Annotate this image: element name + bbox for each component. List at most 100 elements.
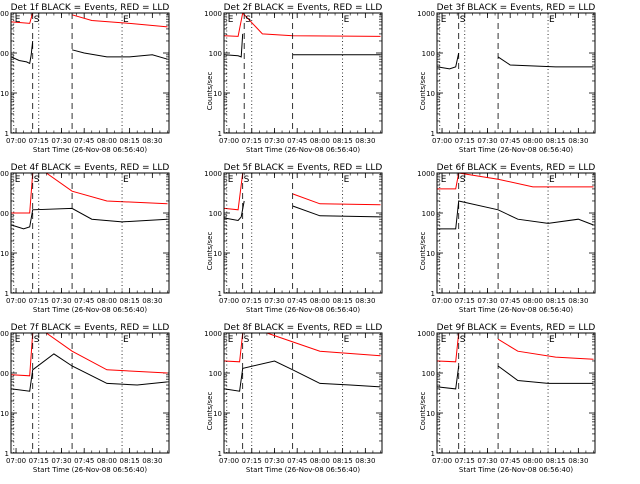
x-tick-label: 07:00 [432, 297, 452, 305]
marker-label: E [344, 175, 350, 185]
x-tick-label: 07:00 [6, 457, 26, 465]
x-tick-label: 08:15 [120, 297, 140, 305]
y-tick-label: 1 [218, 130, 222, 138]
marker-label: E [344, 15, 350, 25]
marker-label: S [244, 175, 250, 185]
x-tick-label: 07:45 [500, 137, 520, 145]
y-axis-label: Counts/sec [206, 232, 214, 271]
y-axis-label: Counts/sec [419, 72, 427, 111]
x-tick-label: 08:30 [355, 137, 375, 145]
x-tick-label: 08:15 [333, 137, 353, 145]
x-tick-label: 07:45 [500, 297, 520, 305]
x-tick-label: 07:15 [29, 137, 49, 145]
series-line-lld [224, 333, 381, 363]
x-tick-label: 07:15 [455, 457, 475, 465]
x-tick-label: 07:00 [432, 137, 452, 145]
x-tick-label: 08:15 [546, 297, 566, 305]
y-tick-label: 100 [209, 210, 222, 218]
plot-frame [436, 172, 596, 294]
x-axis-label: Start Time (26-Nov-08 06:56:40) [459, 466, 573, 474]
series-line-events [437, 52, 594, 70]
marker-label: E [123, 335, 129, 345]
marker-label: S [460, 175, 466, 185]
y-axis-label: Counts/sec [206, 392, 214, 431]
series-line-lld [11, 13, 168, 28]
series-line-lld [437, 333, 594, 363]
y-tick-label: 10 [426, 410, 435, 418]
x-tick-label: 07:45 [74, 297, 94, 305]
plot-frame [223, 172, 383, 294]
y-tick-label: 10 [0, 90, 9, 98]
y-tick-label: 1000 [204, 10, 222, 18]
y-tick-label: 10 [426, 90, 435, 98]
series-line-lld [224, 173, 381, 211]
x-tick-label: 07:15 [455, 137, 475, 145]
y-tick-label: 1000 [204, 330, 222, 338]
x-tick-label: 07:30 [477, 297, 497, 305]
panel-title: Det 3f BLACK = Events, RED = LLD [437, 3, 596, 13]
x-tick-label: 08:30 [142, 457, 162, 465]
x-tick-label: 07:30 [51, 137, 71, 145]
y-axis-label: Counts/sec [419, 392, 427, 431]
x-tick-label: 08:15 [546, 137, 566, 145]
x-tick-label: 08:30 [568, 457, 588, 465]
panel-title: Det 8f BLACK = Events, RED = LLD [224, 323, 383, 333]
marker-label: E [123, 175, 129, 185]
marker-label: E [441, 175, 447, 185]
panel-title: Det 4f BLACK = Events, RED = LLD [11, 163, 170, 173]
x-tick-label: 08:15 [120, 457, 140, 465]
y-tick-label: 100 [0, 210, 9, 218]
y-axis-label: Counts/sec [0, 392, 1, 431]
x-axis-label: Start Time (26-Nov-08 06:56:40) [246, 146, 360, 154]
series-line-lld [224, 13, 381, 37]
y-tick-label: 100 [422, 370, 435, 378]
panel-title: Det 7f BLACK = Events, RED = LLD [11, 323, 170, 333]
y-tick-label: 1000 [417, 170, 435, 178]
x-tick-label: 07:30 [477, 137, 497, 145]
marker-label: E [549, 335, 555, 345]
y-tick-label: 1 [218, 290, 222, 298]
plot-frame [223, 12, 383, 134]
x-tick-label: 08:00 [97, 457, 117, 465]
y-tick-label: 100 [209, 370, 222, 378]
y-tick-label: 1000 [417, 330, 435, 338]
x-tick-label: 07:45 [500, 457, 520, 465]
marker-label: E [344, 335, 350, 345]
x-tick-label: 07:45 [287, 457, 307, 465]
plot-frame [10, 172, 170, 294]
x-tick-label: 07:45 [287, 137, 307, 145]
y-tick-label: 1000 [0, 10, 9, 18]
series-line-lld [11, 333, 168, 377]
series-line-events [224, 33, 381, 58]
plot-frame [10, 12, 170, 134]
x-tick-label: 08:30 [568, 137, 588, 145]
x-axis-label: Start Time (26-Nov-08 06:56:40) [459, 146, 573, 154]
marker-label: E [228, 335, 234, 345]
x-tick-label: 08:30 [142, 137, 162, 145]
x-tick-label: 07:00 [432, 457, 452, 465]
y-tick-label: 1 [218, 450, 222, 458]
x-tick-label: 07:45 [287, 297, 307, 305]
y-tick-label: 100 [422, 50, 435, 58]
y-tick-label: 100 [0, 370, 9, 378]
x-tick-label: 07:00 [219, 137, 239, 145]
marker-label: S [34, 335, 40, 345]
x-tick-label: 07:15 [455, 297, 475, 305]
x-axis-label: Start Time (26-Nov-08 06:56:40) [459, 306, 573, 314]
x-axis-label: Start Time (26-Nov-08 06:56:40) [33, 306, 147, 314]
x-tick-label: 08:30 [142, 297, 162, 305]
x-tick-label: 08:15 [333, 457, 353, 465]
x-axis-label: Start Time (26-Nov-08 06:56:40) [246, 306, 360, 314]
series-line-events [437, 365, 594, 390]
panel-title: Det 2f BLACK = Events, RED = LLD [224, 3, 383, 13]
x-tick-label: 07:00 [6, 137, 26, 145]
marker-label: E [228, 175, 234, 185]
series-line-events [224, 360, 381, 392]
x-tick-label: 07:15 [29, 297, 49, 305]
panel-title: Det 5f BLACK = Events, RED = LLD [224, 163, 383, 173]
x-tick-label: 08:30 [355, 297, 375, 305]
y-tick-label: 1 [431, 130, 435, 138]
marker-label: S [34, 15, 40, 25]
panel-title: Det 6f BLACK = Events, RED = LLD [437, 163, 596, 173]
